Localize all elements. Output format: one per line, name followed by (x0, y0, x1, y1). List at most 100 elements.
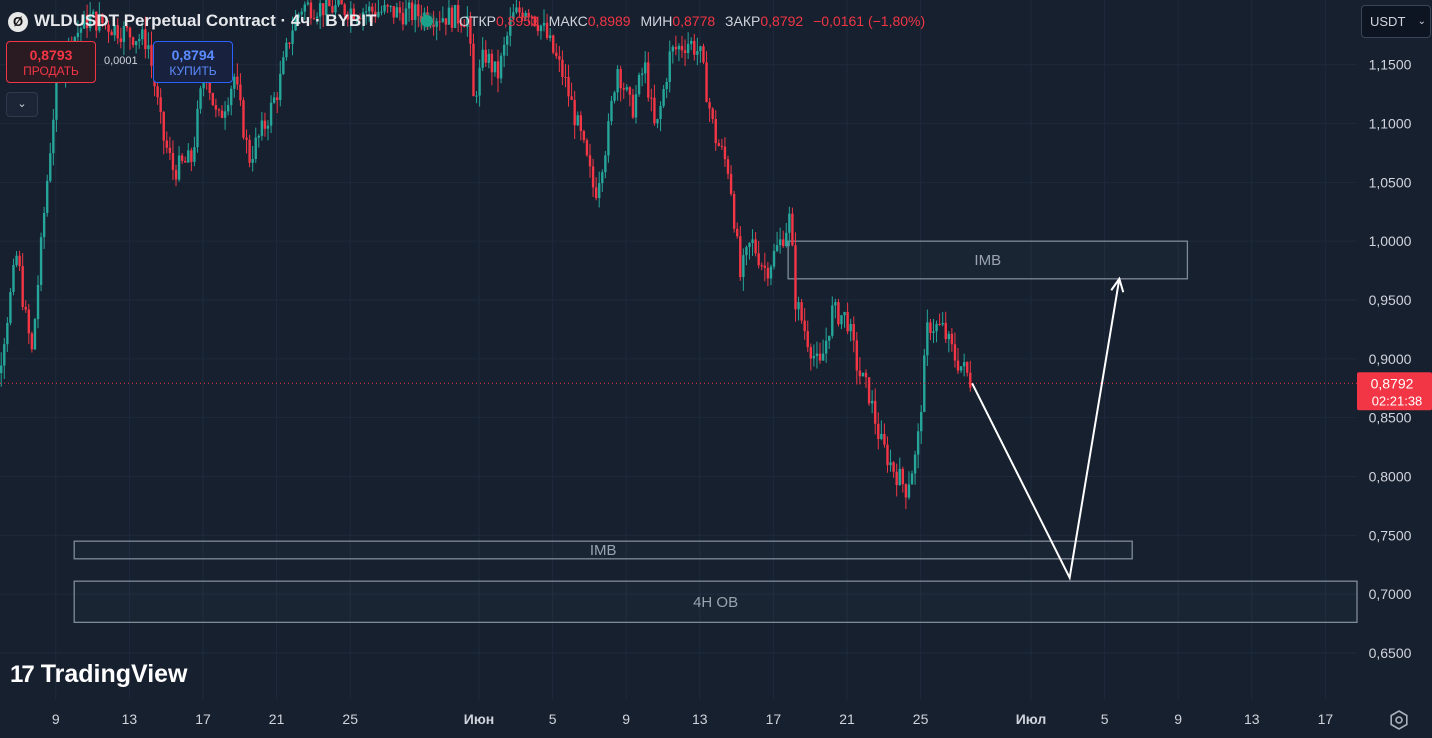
buy-button[interactable]: 0,8794 КУПИТЬ (153, 41, 233, 83)
candle-body (386, 5, 389, 7)
candle-body (168, 147, 172, 153)
time-tick-label: 9 (1174, 711, 1182, 727)
candle-body (610, 100, 613, 122)
candle-body (745, 247, 748, 256)
price-tick-label: 0,9000 (1369, 351, 1412, 367)
time-axis[interactable]: 9 13 17 21 25 Июн 5 9 13 17 21 25 Июл 5 9 13 17 (52, 711, 1333, 727)
candle-body (337, 0, 340, 6)
candle-body (757, 253, 760, 266)
candle-body (432, 24, 435, 27)
low-label: МИН (640, 13, 673, 29)
price-tick-label: 1,0000 (1369, 233, 1412, 249)
candle-body (279, 73, 282, 101)
candle-body (251, 158, 254, 163)
price-axis[interactable]: 1,1500 1,1000 1,0500 1,0000 0,9500 0,9000 0,85… (1357, 57, 1432, 661)
candle-body (533, 16, 537, 25)
candle-body (36, 284, 40, 320)
candle-body (711, 108, 714, 119)
candle-body (55, 75, 58, 120)
candle-body (702, 46, 705, 63)
candle-body (389, 6, 392, 8)
candle-body (867, 377, 871, 404)
candle-body (358, 18, 362, 20)
symbol-title[interactable]: WLDUSDT Perpetual Contract · 4ч · BYBIT (34, 11, 377, 30)
candle-body (294, 17, 297, 31)
candle-body (315, 16, 319, 19)
candle-body (748, 242, 751, 248)
zone-label: 4H OB (693, 594, 738, 611)
candle-body (729, 173, 733, 194)
candle-body (573, 99, 576, 126)
candle-body (674, 46, 678, 50)
collapse-button[interactable]: ⌄ (6, 92, 38, 117)
candle-body (760, 265, 763, 267)
time-tick-label: 13 (122, 711, 138, 727)
tradingview-logo[interactable]: 17 TradingView (10, 660, 188, 689)
candle-body (726, 159, 730, 174)
candle-body (797, 302, 800, 310)
candle-body (582, 131, 586, 141)
candle-body (530, 16, 533, 18)
candle-body (328, 0, 331, 7)
candle-body (791, 213, 794, 246)
candle-body (714, 118, 717, 144)
candle-body (861, 372, 865, 377)
candle-body (496, 61, 500, 79)
candle-body (147, 45, 150, 50)
time-tick-label: 17 (766, 711, 782, 727)
candle-body (312, 18, 316, 20)
settings-gear-icon[interactable] (1388, 709, 1410, 731)
candle-body (39, 237, 43, 285)
candle-body (260, 120, 264, 136)
candle-body (447, 7, 451, 25)
candle-body (671, 46, 675, 52)
candle-body (52, 119, 55, 154)
candle-body (392, 6, 395, 18)
candle-body (110, 31, 113, 36)
countdown-label: 02:21:38 (1372, 393, 1423, 408)
sell-label: ПРОДАТЬ (23, 64, 79, 78)
time-tick-label: 17 (1318, 711, 1334, 727)
candle-body (570, 96, 573, 100)
candle-body (150, 45, 153, 66)
candle-body (242, 100, 245, 138)
price-tick-label: 1,1000 (1369, 116, 1412, 132)
candle-body (404, 8, 408, 25)
candle-body (916, 431, 920, 455)
candle-body (334, 5, 337, 13)
candle-body (542, 22, 546, 26)
candle-body (754, 239, 757, 254)
candle-body (272, 97, 276, 103)
candle-body (318, 3, 322, 17)
candle-body (696, 51, 699, 55)
currency-selector[interactable]: USDT ⌄ (1361, 5, 1431, 38)
candle-body (364, 11, 368, 13)
sell-button[interactable]: 0,8793 ПРОДАТЬ (6, 41, 96, 83)
price-tick-label: 1,1500 (1369, 57, 1412, 73)
candle-body (864, 372, 868, 378)
candle-body (527, 12, 530, 17)
candle-body (101, 14, 104, 24)
market-status-icon[interactable] (421, 15, 433, 27)
candle-body (601, 172, 604, 184)
candle-body (536, 24, 540, 32)
candle-body (6, 323, 9, 345)
candle-body (831, 305, 834, 336)
candle-body (889, 462, 892, 466)
candle-body (248, 139, 251, 163)
candle-body (230, 88, 233, 105)
candle-body (788, 213, 791, 233)
candle-body (518, 7, 521, 13)
candle-body (122, 25, 126, 42)
candle-body (199, 88, 202, 109)
candle-body (481, 49, 484, 68)
candle-body (401, 12, 405, 25)
time-tick-label: 5 (1101, 711, 1109, 727)
candle-body (607, 121, 610, 156)
candle-body (690, 40, 693, 44)
candle-body (877, 423, 880, 439)
candle-body (138, 39, 141, 42)
candle-body (46, 180, 49, 213)
candle-body (644, 62, 647, 74)
